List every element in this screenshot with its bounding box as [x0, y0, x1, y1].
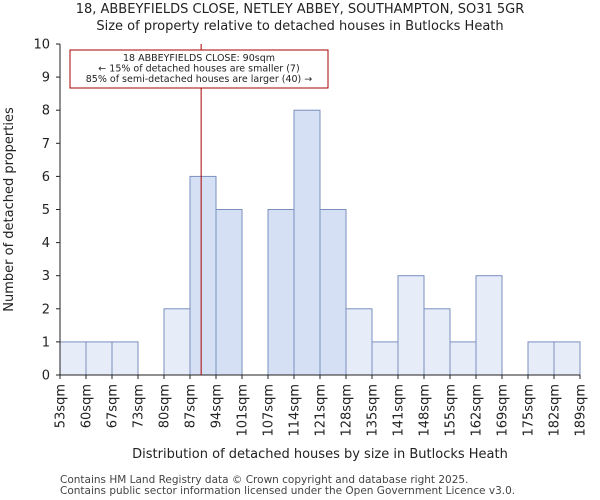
bar [319, 209, 347, 376]
y-tick-label: 2 [42, 302, 50, 317]
y-tick-label: 8 [42, 104, 50, 119]
y-tick-label: 9 [42, 71, 50, 86]
bar [111, 341, 139, 376]
x-tick-label: 135sqm [366, 384, 381, 437]
x-tick-label: 60sqm [80, 384, 95, 428]
bar [267, 209, 295, 376]
y-axis-title: Number of detached properties [2, 107, 17, 312]
y-tick-label: 3 [42, 269, 50, 284]
x-tick-label: 87sqm [184, 384, 199, 428]
bar [371, 341, 399, 376]
x-tick-label: 162sqm [470, 384, 485, 437]
bar [163, 308, 191, 376]
y-tick-label: 0 [42, 369, 50, 384]
y-tick-label: 10 [33, 38, 50, 53]
bar [423, 308, 451, 376]
x-tick-label: 121sqm [314, 384, 329, 437]
x-tick-label: 182sqm [548, 384, 563, 437]
x-tick-label: 169sqm [496, 384, 511, 437]
x-tick-label: 107sqm [262, 384, 277, 437]
x-tick-label: 175sqm [522, 384, 537, 437]
annotation-line: 85% of semi-detached houses are larger (… [86, 74, 313, 85]
x-tick-label: 189sqm [574, 384, 589, 437]
chart-subtitle: Size of property relative to detached ho… [96, 19, 504, 34]
annotation-line: 18 ABBEYFIELDS CLOSE: 90sqm [123, 53, 275, 64]
annotation-box [69, 49, 329, 89]
y-tick-label: 5 [42, 203, 50, 218]
x-tick-label: 148sqm [418, 384, 433, 437]
bar [553, 341, 581, 376]
x-tick-label: 141sqm [392, 384, 407, 437]
annotation-line: ← 15% of detached houses are smaller (7) [98, 64, 299, 75]
bar [527, 341, 555, 376]
bar [85, 341, 113, 376]
x-tick-label: 101sqm [236, 384, 251, 437]
bar [215, 209, 243, 376]
x-tick-label: 128sqm [340, 384, 355, 437]
y-tick-label: 6 [42, 170, 50, 185]
bar [475, 275, 503, 376]
x-tick-label: 80sqm [158, 384, 173, 428]
y-tick-label: 7 [42, 137, 50, 152]
x-axis-title: Distribution of detached houses by size … [132, 447, 508, 462]
x-tick-label: 53sqm [54, 384, 69, 428]
y-tick-label: 1 [42, 335, 50, 350]
x-tick-label: 73sqm [132, 384, 147, 428]
footer-licence: Contains public sector information licen… [60, 485, 516, 497]
x-tick-label: 155sqm [444, 384, 459, 437]
bar [293, 109, 321, 376]
bar [449, 341, 477, 376]
x-tick-label: 67sqm [106, 384, 121, 428]
bar [189, 175, 217, 376]
y-tick-label: 4 [42, 236, 50, 251]
bar [345, 308, 373, 376]
footer-copyright: Contains HM Land Registry data © Crown c… [60, 474, 469, 486]
chart-title: 18, ABBEYFIELDS CLOSE, NETLEY ABBEY, SOU… [75, 2, 525, 17]
bar [397, 275, 425, 376]
x-tick-label: 94sqm [210, 384, 225, 428]
bar [59, 341, 87, 376]
x-tick-label: 114sqm [288, 384, 303, 437]
